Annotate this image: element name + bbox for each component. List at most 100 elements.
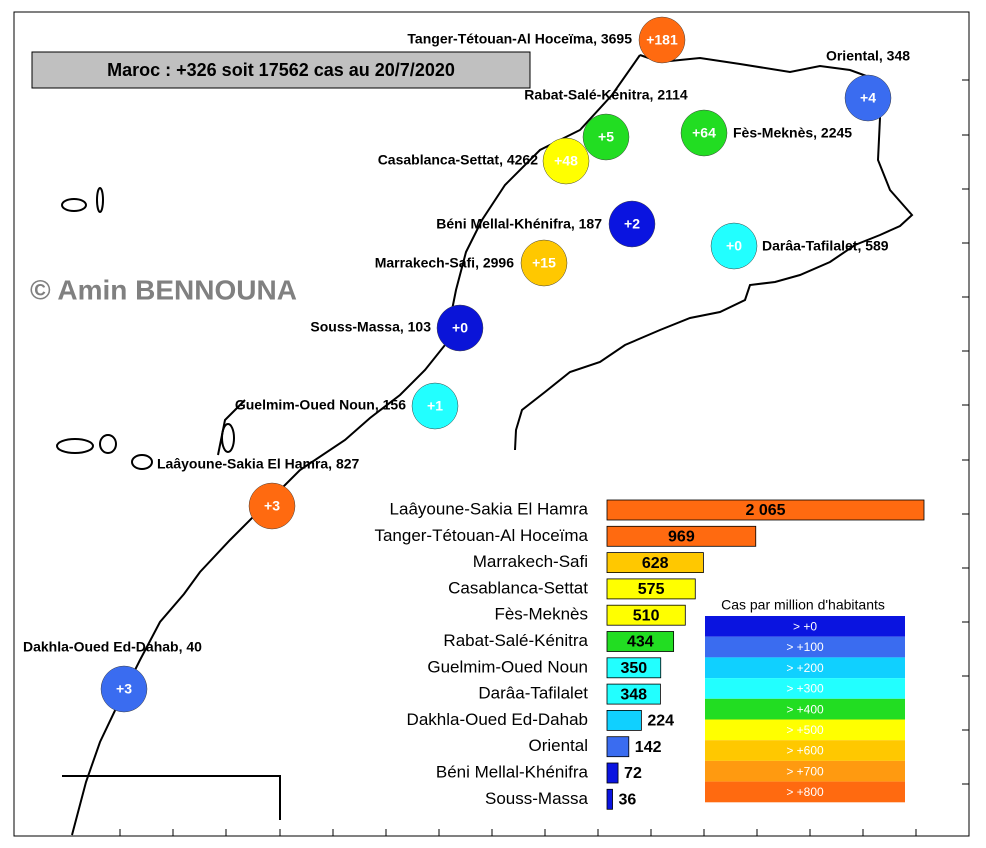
region-label: Laâyoune-Sakia El Hamra, 827 bbox=[157, 456, 360, 472]
bar bbox=[606, 631, 675, 652]
legend-swatch bbox=[705, 678, 905, 699]
bubble-label: +4 bbox=[860, 90, 876, 106]
regions: +181 Tanger-Tétouan-Al Hoceïma, 3695 +4 Ori… bbox=[23, 16, 910, 713]
legend-swatch bbox=[705, 760, 905, 782]
category-label: Rabat-Salé-Kénitra bbox=[443, 631, 588, 650]
frame-ticks bbox=[119, 79, 969, 836]
map-outline bbox=[56, 54, 914, 836]
region-label: Dakhla-Oued Ed-Dahab, 40 bbox=[23, 639, 202, 655]
value-label: 434 bbox=[627, 634, 654, 651]
legend-label: > +400 bbox=[786, 702, 824, 716]
legend-swatch bbox=[705, 719, 905, 741]
bar bbox=[606, 788, 613, 810]
legend-label: > +600 bbox=[786, 744, 824, 758]
category-label: Dakhla-Oued Ed-Dahab bbox=[407, 710, 588, 729]
bubble-label: +0 bbox=[726, 238, 742, 254]
value-label: 2 065 bbox=[745, 502, 785, 519]
region-bubble bbox=[582, 113, 630, 161]
region-bubble bbox=[411, 382, 459, 430]
region-label: Rabat-Salé-Kénitra, 2114 bbox=[524, 87, 688, 103]
region-label: Guelmim-Oued Noun, 156 bbox=[235, 397, 406, 413]
bubble-label: +2 bbox=[624, 216, 640, 232]
bar bbox=[606, 499, 925, 521]
category-label: Darâa-Tafilalet bbox=[478, 684, 588, 703]
category-label: Guelmim-Oued Noun bbox=[427, 657, 588, 676]
legend-title: Cas par million d'habitants bbox=[721, 597, 885, 613]
category-label: Marrakech-Safi bbox=[473, 552, 588, 571]
value-label: 350 bbox=[621, 660, 648, 677]
bubble-label: +3 bbox=[264, 498, 280, 514]
bar bbox=[606, 762, 619, 784]
legend: Cas par million d'habitants > +0 > +100 > … bbox=[705, 597, 905, 803]
bar bbox=[606, 525, 757, 547]
legend-swatch bbox=[705, 781, 905, 803]
legend-swatch bbox=[705, 698, 905, 720]
bar bbox=[606, 736, 630, 758]
region-label: Darâa-Tafilalet, 589 bbox=[762, 238, 889, 254]
legend-swatch bbox=[705, 636, 905, 658]
legend-label: > +300 bbox=[786, 682, 824, 696]
value-label: 348 bbox=[620, 686, 647, 703]
region-bubble bbox=[638, 16, 686, 64]
value-label: 510 bbox=[633, 607, 660, 624]
bubble-label: +15 bbox=[532, 255, 556, 271]
legend-swatch bbox=[705, 657, 905, 679]
bar bbox=[606, 710, 642, 731]
region-label: Marrakech-Safi, 2996 bbox=[375, 255, 515, 271]
bar bbox=[606, 657, 662, 679]
category-label: Béni Mellal-Khénifra bbox=[436, 762, 589, 781]
region-bubble bbox=[680, 109, 728, 157]
region-bubble bbox=[542, 137, 590, 185]
bubble-label: +181 bbox=[646, 32, 678, 48]
bar bbox=[606, 604, 686, 626]
region-label: Souss-Massa, 103 bbox=[310, 319, 431, 335]
legend-swatch bbox=[705, 740, 905, 761]
legend-label: > +700 bbox=[786, 764, 824, 778]
category-label: Souss-Massa bbox=[485, 789, 589, 808]
category-label: Tanger-Tétouan-Al Hoceïma bbox=[374, 526, 588, 545]
legend-label: > +100 bbox=[786, 640, 824, 654]
value-label: 575 bbox=[638, 581, 665, 598]
region-bubble bbox=[520, 239, 568, 287]
region-label: Tanger-Tétouan-Al Hoceïma, 3695 bbox=[407, 31, 632, 47]
category-label: Laâyoune-Sakia El Hamra bbox=[390, 499, 589, 518]
title: Maroc : +326 soit 17562 cas au 20/7/2020 bbox=[107, 60, 455, 80]
value-label: 224 bbox=[647, 713, 674, 730]
bar bbox=[606, 683, 661, 705]
value-label: 628 bbox=[642, 555, 669, 572]
category-label: Oriental bbox=[528, 736, 588, 755]
value-label: 72 bbox=[624, 765, 642, 782]
value-label: 142 bbox=[635, 739, 662, 756]
region-label: Fès-Meknès, 2245 bbox=[733, 125, 852, 141]
bubble-label: +64 bbox=[692, 125, 716, 141]
region-bubble bbox=[100, 665, 148, 713]
region-bubble bbox=[608, 200, 656, 248]
value-label: 969 bbox=[668, 529, 695, 546]
title-box bbox=[31, 51, 531, 89]
bar bbox=[606, 552, 704, 573]
region-bubble bbox=[844, 74, 892, 122]
bubble-label: +0 bbox=[452, 320, 468, 336]
watermark: © Amin BENNOUNA bbox=[30, 274, 297, 305]
bar bbox=[606, 578, 696, 600]
region-label: Oriental, 348 bbox=[826, 48, 910, 64]
legend-label: > +200 bbox=[786, 661, 824, 675]
legend-swatch bbox=[705, 616, 905, 637]
region-bubble bbox=[248, 482, 296, 530]
legend-label: > +500 bbox=[786, 723, 824, 737]
region-label: Béni Mellal-Khénifra, 187 bbox=[436, 216, 602, 232]
region-bubble bbox=[436, 304, 484, 352]
legend-label: > +0 bbox=[793, 620, 817, 634]
bubble-label: +5 bbox=[598, 129, 614, 145]
category-label: Fès-Meknès bbox=[494, 605, 588, 624]
legend-label: > +800 bbox=[786, 785, 824, 799]
bubble-label: +3 bbox=[116, 681, 132, 697]
region-bubble bbox=[710, 222, 758, 270]
region-label: Casablanca-Settat, 4262 bbox=[378, 152, 539, 168]
bar-chart: Laâyoune-Sakia El Hamra 2 065 Tanger-Tétou… bbox=[374, 499, 925, 810]
bubble-label: +48 bbox=[554, 153, 578, 169]
bubble-label: +1 bbox=[427, 398, 443, 414]
value-label: 36 bbox=[619, 792, 637, 809]
category-label: Casablanca-Settat bbox=[448, 578, 588, 597]
